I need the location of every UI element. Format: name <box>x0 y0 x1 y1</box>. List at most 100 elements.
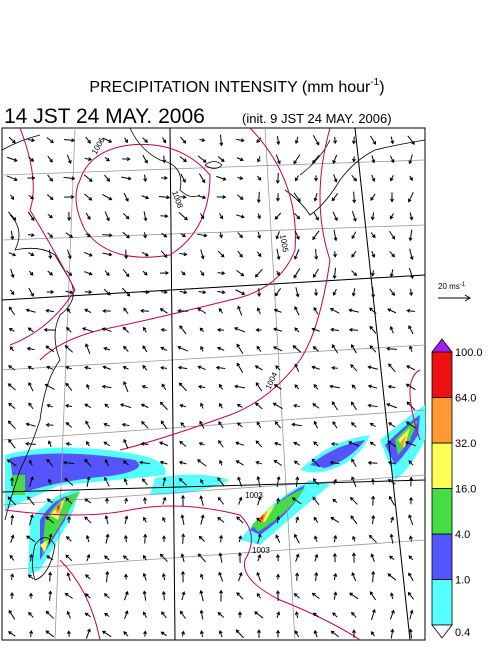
wind-arrow <box>179 610 186 619</box>
wind-arrow <box>119 403 132 409</box>
wind-arrow <box>198 173 206 184</box>
wind-arrow <box>181 533 186 544</box>
wind-arrow <box>311 365 320 370</box>
wind-arrow <box>27 176 36 180</box>
wind-arrow <box>235 214 245 219</box>
wind-arrow <box>333 136 338 145</box>
wind-arrow <box>124 573 128 580</box>
wind-arrow <box>314 288 319 297</box>
wind-arrow <box>329 384 340 389</box>
wind-arrow <box>200 345 204 352</box>
wind-arrow <box>142 590 147 601</box>
wind-arrow <box>351 136 356 145</box>
wind-arrow <box>199 138 206 142</box>
wind-arrow <box>294 327 300 333</box>
wind-arrow <box>390 628 395 639</box>
wind-arrow <box>160 631 167 637</box>
wind-arrow <box>46 403 53 408</box>
wind-arrow <box>312 346 319 352</box>
wind-arrow <box>47 174 53 182</box>
wind-arrow <box>28 194 35 200</box>
wind-arrow <box>275 231 280 240</box>
wind-arrow <box>332 612 338 618</box>
colorbar-label: 32.0 <box>455 438 476 450</box>
wind-arrow <box>408 154 413 165</box>
wind-arrow <box>387 460 396 465</box>
wind-arrow <box>369 441 376 447</box>
wind-arrow <box>122 365 129 370</box>
wind-arrow <box>371 286 376 299</box>
wind-arrow <box>312 268 319 278</box>
wind-arrow <box>295 572 300 581</box>
wind-arrow <box>85 136 91 144</box>
wind-arrow <box>200 213 205 220</box>
wind-arrow <box>387 479 396 485</box>
wind-arrow <box>179 252 188 257</box>
wind-arrow <box>293 593 300 599</box>
wind-arrow <box>102 308 111 313</box>
wind-arrow <box>27 365 34 370</box>
wind-arrow <box>84 458 92 467</box>
wind-arrow <box>333 591 338 600</box>
wind-arrow <box>179 325 187 335</box>
wind-arrow <box>28 381 34 392</box>
wind-arrow <box>295 476 300 487</box>
wind-arrow <box>332 552 337 563</box>
wind-arrow <box>86 441 90 447</box>
wind-arrow <box>83 174 93 182</box>
wind-arrow <box>29 513 34 526</box>
wind-arrow <box>181 494 185 507</box>
wind-arrow <box>313 306 319 315</box>
wind-arrow <box>199 327 205 333</box>
wind-arrow <box>256 571 262 582</box>
wind-arrow <box>7 211 17 221</box>
colorbar-label: 16.0 <box>455 484 476 496</box>
wind-arrow <box>237 250 243 258</box>
wind-arrow <box>84 157 93 162</box>
wind-arrow <box>124 137 128 144</box>
wind-arrow <box>122 157 131 162</box>
wind-legend-unit: 20 ms-1 <box>438 282 466 291</box>
wind-arrow <box>47 213 53 219</box>
wind-arrow <box>409 175 413 181</box>
wind-arrow <box>369 345 377 353</box>
wind-arrow <box>254 365 263 371</box>
wind-arrow <box>104 156 110 162</box>
wind-arrow <box>257 287 262 298</box>
wind-arrow <box>161 290 168 295</box>
wind-arrow <box>47 440 52 448</box>
wind-arrow <box>9 346 15 352</box>
wind-arrow <box>123 534 128 543</box>
wind-arrow <box>27 233 35 238</box>
wind-arrow <box>236 516 244 524</box>
wind-arrow <box>388 363 396 373</box>
title-sup: -1 <box>370 77 379 88</box>
wind-arrow <box>312 154 320 164</box>
wind-arrow <box>122 212 130 220</box>
wind-arrow <box>370 212 375 221</box>
wind-arrow <box>275 172 280 184</box>
wind-arrow <box>85 233 92 237</box>
wind-arrow <box>293 441 301 446</box>
wind-arrow <box>66 610 71 619</box>
wind-arrow <box>65 422 72 428</box>
wind-vectors <box>6 134 417 639</box>
wind-arrow <box>8 439 16 449</box>
wind-arrow <box>408 514 414 526</box>
wind-arrow <box>407 192 414 203</box>
wind-arrow <box>387 440 397 448</box>
wind-arrow <box>180 514 185 525</box>
wind-arrow <box>276 270 280 276</box>
wind-arrow <box>65 554 73 562</box>
wind-arrow <box>218 571 224 582</box>
coast-japan <box>284 139 426 216</box>
wind-arrow <box>313 193 318 202</box>
wind-arrow <box>160 214 169 219</box>
wind-arrow <box>43 327 56 332</box>
wind-arrow <box>351 231 357 240</box>
wind-arrow <box>65 497 73 505</box>
wind-arrow <box>181 630 185 637</box>
wind-arrow <box>370 270 375 277</box>
wind-arrow <box>7 420 16 430</box>
